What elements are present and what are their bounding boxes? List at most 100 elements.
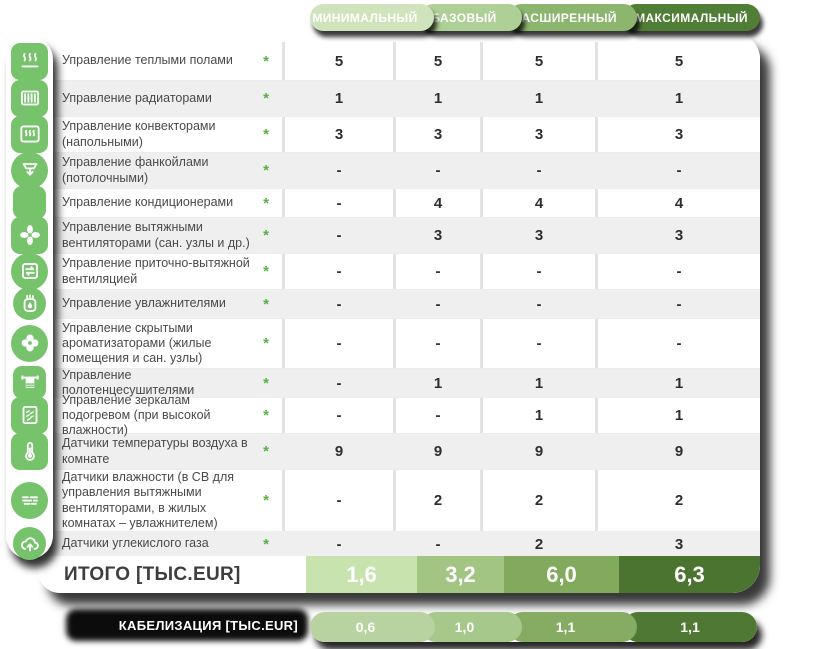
plan-tab-2[interactable]: РАСШИРЕННЫЙ xyxy=(508,4,637,31)
row-label: Управление приточно-вытяжной вентиляцией xyxy=(62,256,250,286)
humidifier-icon xyxy=(13,287,46,320)
value-cell: - xyxy=(282,218,393,253)
value-cell: 1 xyxy=(393,369,480,397)
value-cell: 2 xyxy=(480,532,595,556)
value-cell: - xyxy=(393,290,480,318)
icon-slot xyxy=(6,79,53,117)
table-row: Управление радиаторами * 1 1 1 1 xyxy=(38,80,760,116)
row-label: Датчики влажности (в СВ для управления в… xyxy=(62,470,235,530)
value-cell: - xyxy=(282,470,393,531)
value-cell: - xyxy=(282,153,393,188)
value-cell: - xyxy=(595,319,760,368)
icon-slot xyxy=(6,366,53,399)
cabling-segment: 0,6 xyxy=(310,612,435,642)
row-label: Управление зеркалам подогревом (при высо… xyxy=(62,392,211,438)
icon-slot xyxy=(6,318,53,368)
asterisk-marker: * xyxy=(263,227,269,244)
icon-slot xyxy=(6,432,53,470)
exhaust-fan-icon xyxy=(11,216,48,254)
value-cell: 1 xyxy=(282,81,393,116)
value-cell: - xyxy=(595,254,760,289)
value-cell: 9 xyxy=(480,434,595,469)
plan-tab-0[interactable]: МИНИМАЛЬНЫЙ xyxy=(310,4,434,31)
row-label: Управление вытяжными вентиляторами (сан.… xyxy=(62,220,250,250)
table-row: Управление конвекторами (напольными) * 3 3 3… xyxy=(38,116,760,152)
row-label: Управление кондиционерами xyxy=(62,195,234,210)
asterisk-marker: * xyxy=(263,407,269,424)
value-cell: 4 xyxy=(480,189,595,217)
aroma-diffuser-icon xyxy=(11,324,48,362)
row-label: Управление теплыми полами xyxy=(62,53,233,68)
value-cell: 5 xyxy=(282,42,393,80)
totals-label: ИТОГО [ТЫС.EUR] xyxy=(64,563,241,585)
radiator-icon xyxy=(11,79,48,117)
co2-sensor-icon xyxy=(13,527,46,560)
asterisk-marker: * xyxy=(263,263,269,280)
value-cell: - xyxy=(480,290,595,318)
value-cell: - xyxy=(282,369,393,397)
row-label: Управление радиаторами xyxy=(62,90,212,105)
asterisk-marker: * xyxy=(263,90,269,107)
value-cell: 3 xyxy=(393,117,480,152)
icon-slot xyxy=(6,252,53,290)
towel-dryer-icon xyxy=(13,366,46,399)
convector-icon xyxy=(11,115,48,153)
feature-table: Управление теплыми полами * 5 5 5 5 Управление… xyxy=(38,42,760,556)
cabling-label: КАБЕЛИЗАЦИЯ [ТЫС.EUR] xyxy=(118,617,298,633)
comparison-card: Управление теплыми полами * 5 5 5 5 Управление… xyxy=(38,33,760,593)
value-cell: - xyxy=(282,398,393,433)
value-cell: - xyxy=(393,319,480,368)
row-label: Управление увлажнителями xyxy=(62,296,226,311)
value-cell: 1 xyxy=(480,369,595,397)
value-cell: 1 xyxy=(595,369,760,397)
plan-tab-3[interactable]: МАКСИМАЛЬНЫЙ xyxy=(623,4,760,31)
asterisk-marker: * xyxy=(263,443,269,460)
value-cell: - xyxy=(393,532,480,556)
value-cell: - xyxy=(480,153,595,188)
asterisk-marker: * xyxy=(263,194,269,212)
value-cell: - xyxy=(282,319,393,368)
value-cell: 9 xyxy=(393,434,480,469)
total-cell: 6,0 xyxy=(504,556,619,593)
table-row: Датчики температуры воздуха в комнате * 9 9… xyxy=(38,433,760,469)
value-cell: - xyxy=(480,319,595,368)
icon-slot xyxy=(6,115,53,153)
value-cell: 3 xyxy=(282,117,393,152)
value-cell: 9 xyxy=(595,434,760,469)
cabling-bar: 0,6 1,0 1,1 1,1 xyxy=(310,612,757,642)
value-cell: 5 xyxy=(393,42,480,80)
plan-tab-1[interactable]: БАЗОВЫЙ xyxy=(420,4,522,31)
icon-slot xyxy=(6,216,53,254)
value-cell: 2 xyxy=(595,470,760,531)
table-row: Управление вытяжными вентиляторами (сан.… xyxy=(38,217,760,253)
value-cell: 2 xyxy=(480,470,595,531)
table-row: Управление скрытыми ароматизаторами (жил… xyxy=(38,318,760,368)
totals-row: ИТОГО [ТЫС.EUR] 1,6 3,2 6,0 6,3 xyxy=(38,556,760,593)
asterisk-marker: * xyxy=(263,335,269,352)
plan-tabs: МИНИМАЛЬНЫЙ БАЗОВЫЙ РАСШИРЕННЫЙ МАКСИМАЛЬНЫ… xyxy=(310,4,760,31)
row-label: Управление конвекторами (напольными) xyxy=(62,119,216,149)
asterisk-marker: * xyxy=(263,295,269,313)
value-cell: 3 xyxy=(480,218,595,253)
value-cell: 3 xyxy=(595,532,760,556)
value-cell: 9 xyxy=(282,434,393,469)
cabling-segment: 1,0 xyxy=(421,612,522,642)
asterisk-marker: * xyxy=(263,374,269,392)
asterisk-marker: * xyxy=(263,52,269,70)
cabling-segment: 1,1 xyxy=(508,612,637,642)
value-cell: 1 xyxy=(393,81,480,116)
floor-heating-icon xyxy=(11,42,48,80)
icon-slot xyxy=(6,186,53,219)
value-cell: - xyxy=(480,254,595,289)
row-label: Управление скрытыми ароматизаторами (жил… xyxy=(62,320,212,366)
value-cell: 4 xyxy=(393,189,480,217)
supply-exhaust-ventilation-icon xyxy=(11,252,48,290)
asterisk-marker: * xyxy=(263,535,269,553)
icon-slot xyxy=(6,287,53,320)
asterisk-marker: * xyxy=(263,162,269,179)
value-cell: - xyxy=(595,290,760,318)
total-cell: 3,2 xyxy=(417,556,504,593)
value-cell: - xyxy=(282,189,393,217)
value-cell: - xyxy=(595,153,760,188)
table-row: Управление зеркалам подогревом (при высо… xyxy=(38,393,760,437)
